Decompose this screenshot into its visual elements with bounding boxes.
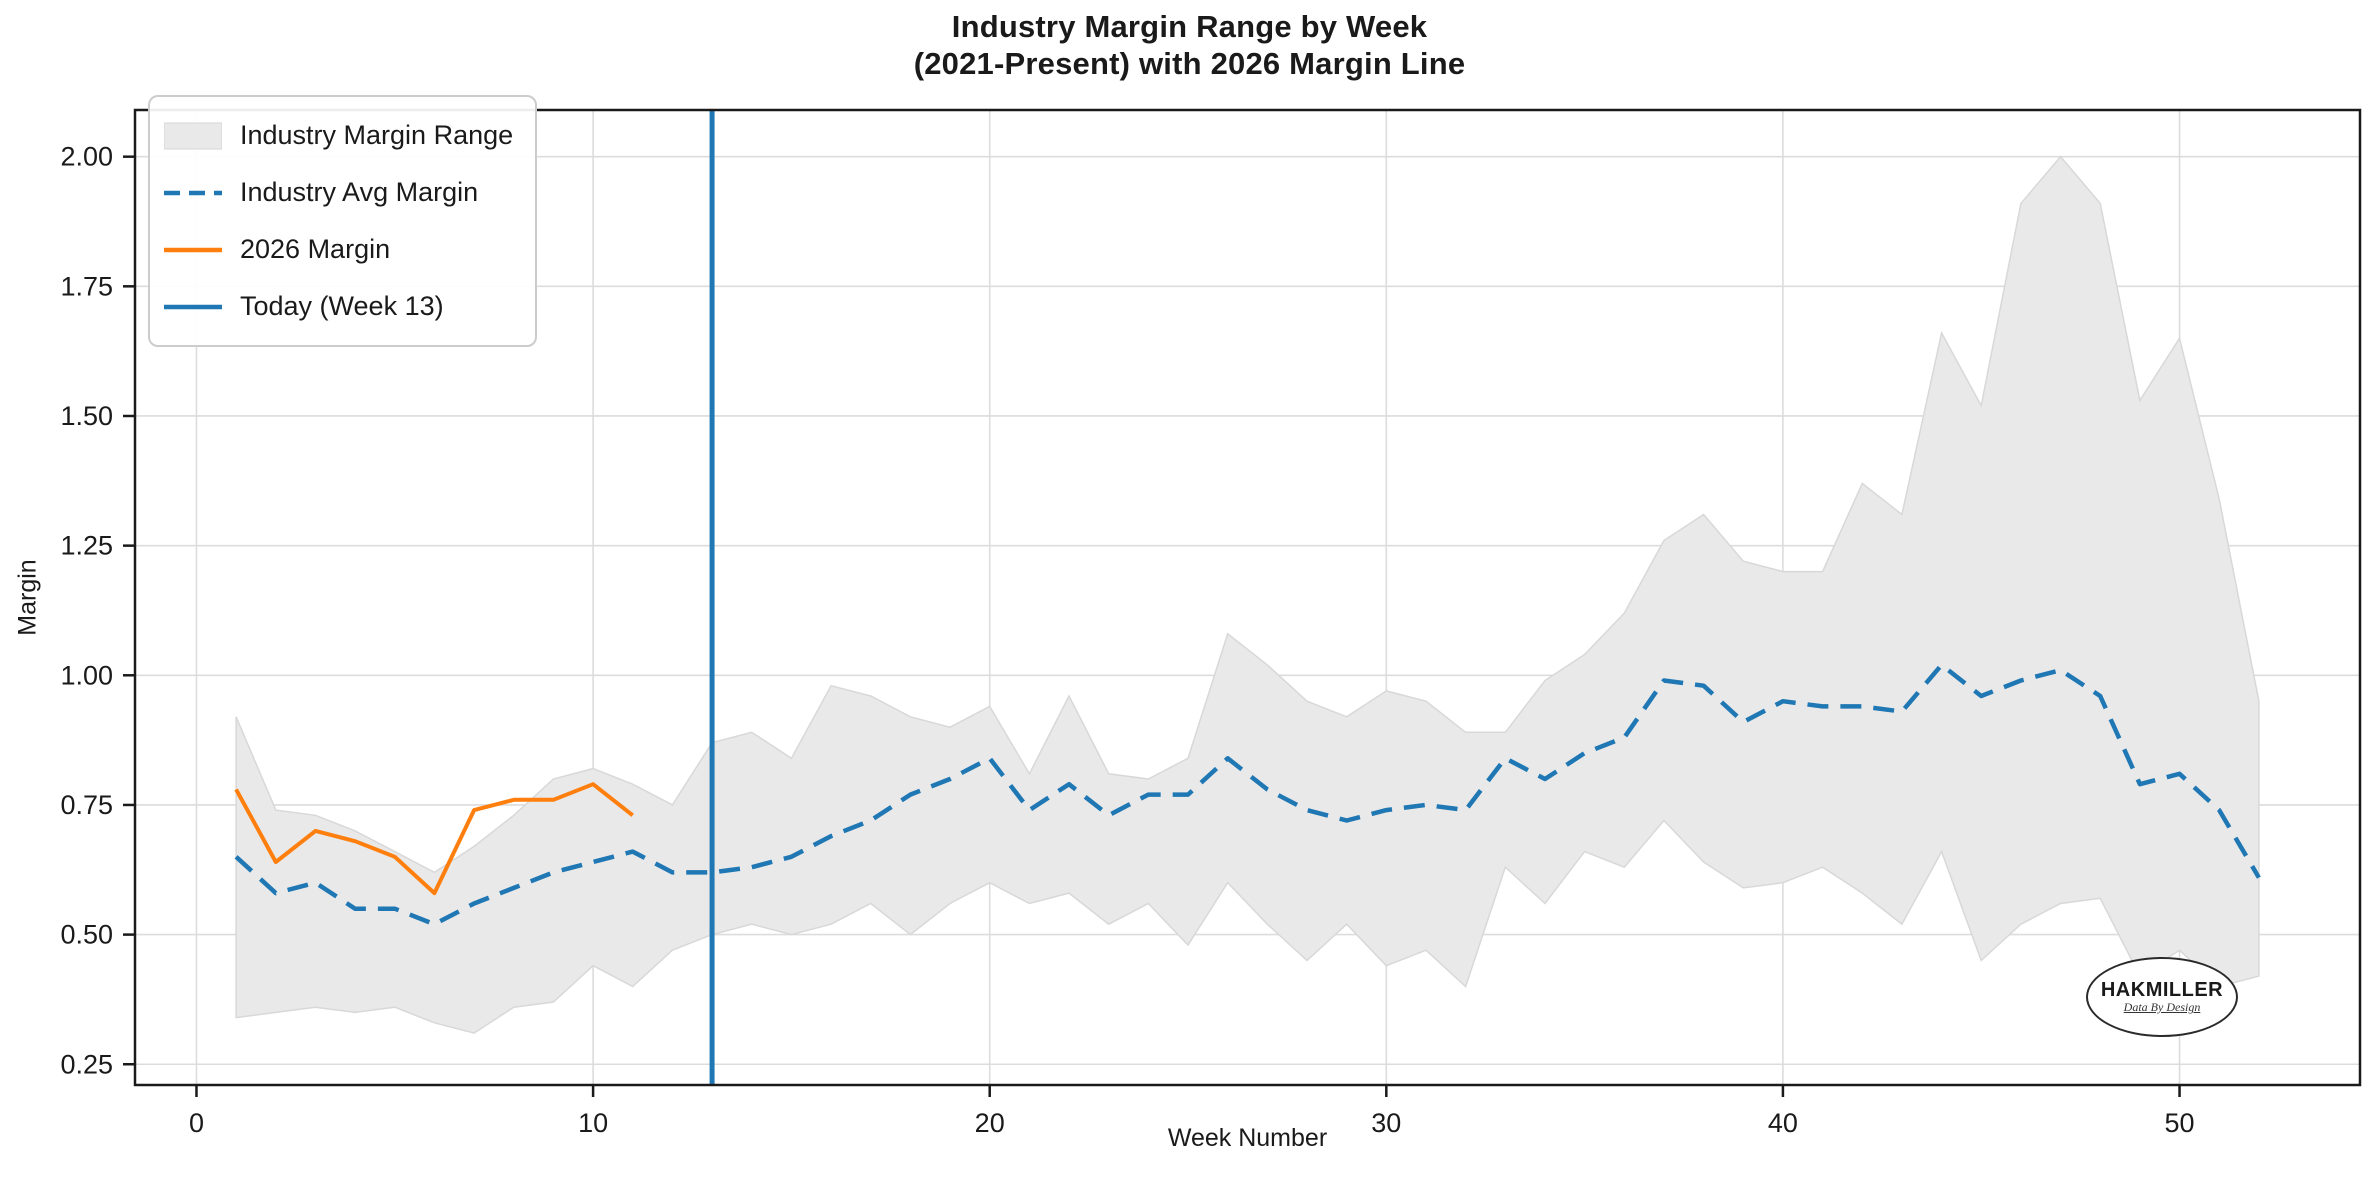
chart-title-line1: Industry Margin Range by Week (951, 9, 1428, 44)
x-axis-label: Week Number (1167, 1124, 1328, 1152)
watermark-tagline: Data By Design (2123, 1000, 2201, 1014)
x-tick-label: 10 (578, 1108, 608, 1138)
y-tick-label: 0.75 (60, 790, 113, 820)
y-tick-label: 1.00 (60, 660, 113, 690)
legend-label: 2026 Margin (240, 234, 391, 264)
band-swatch-icon (164, 121, 222, 151)
industry-avg-margin-line (234, 662, 2261, 927)
legend-item-today: Today (Week 13) (164, 278, 513, 335)
y-tick-label: 1.75 (60, 271, 113, 301)
y-tick-label: 1.50 (60, 401, 113, 431)
legend-label: Industry Margin Range (240, 120, 514, 150)
x-tick-label: 0 (189, 1108, 204, 1138)
industry-margin-range-band (235, 155, 2260, 1034)
y-tick-label: 2.00 (60, 142, 113, 172)
x-tick-label: 30 (1371, 1108, 1401, 1138)
legend-box: Industry Margin Range Industry Avg Margi… (148, 95, 538, 347)
solid-line-swatch-icon (164, 235, 222, 265)
chart-title-line2: (2021-Present) with 2026 Margin Line (913, 46, 1466, 81)
chart-title: Industry Margin Range by Week (2021-Pres… (0, 8, 2379, 82)
x-tick-label: 20 (975, 1108, 1005, 1138)
watermark-name: HAKMILLER (2100, 979, 2224, 1001)
dashed-line-swatch-icon (164, 178, 222, 208)
legend-label: Industry Avg Margin (240, 177, 479, 207)
y-tick-label: 1.25 (60, 531, 113, 561)
solid-line-swatch-icon (164, 292, 222, 322)
margin-2026-line (234, 782, 634, 896)
legend-item-avg-margin: Industry Avg Margin (164, 164, 513, 221)
x-tick-label: 40 (1768, 1108, 1798, 1138)
watermark-logo: HAKMILLER Data By Design (2086, 957, 2238, 1037)
x-tick-label: 50 (2165, 1108, 2195, 1138)
y-tick-label: 0.25 (60, 1049, 113, 1079)
legend-label: Today (Week 13) (240, 291, 444, 321)
y-tick-label: 0.50 (60, 920, 113, 950)
y-axis-label: Margin (13, 559, 42, 636)
plot-border (133, 108, 2362, 1087)
legend-item-margin-range: Industry Margin Range (164, 107, 513, 164)
legend-item-2026-margin: 2026 Margin (164, 221, 513, 278)
